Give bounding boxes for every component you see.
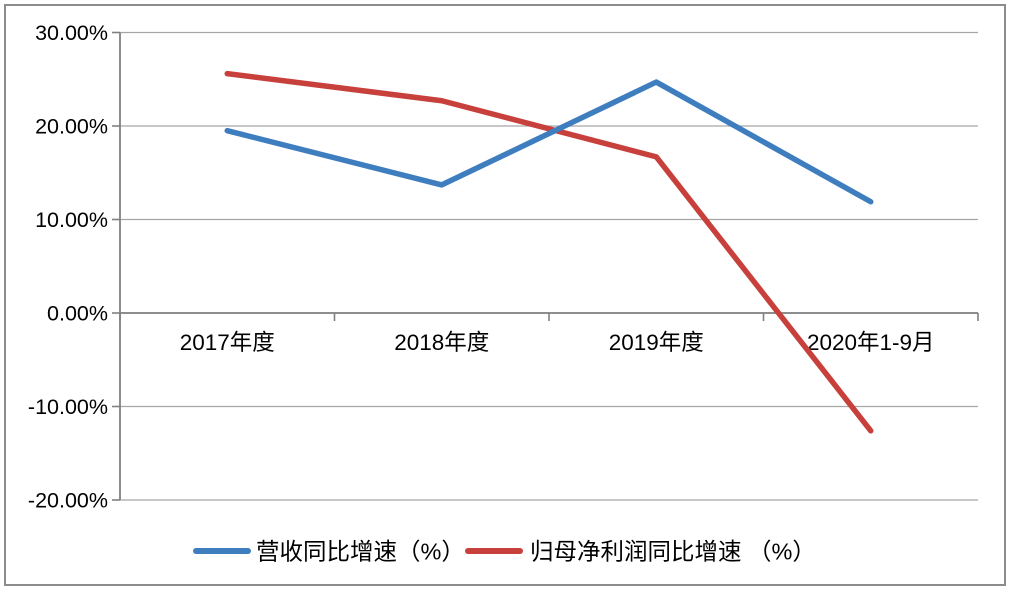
y-tick-label: 20.00%	[35, 115, 108, 139]
y-tick-label: 0.00%	[47, 302, 108, 326]
x-tick-label: 2018年度	[394, 330, 489, 355]
legend-label-revenue-yoy-growth: 营收同比增速（%）	[256, 539, 465, 565]
series-line-net-profit-yoy-growth	[224, 70, 874, 434]
legend-label-net-profit-yoy-growth: 归母净利润同比增速 （%）	[530, 539, 816, 565]
x-tick-label: 2017年度	[180, 330, 275, 355]
x-tick-label: 2019年度	[609, 330, 704, 355]
y-tick-label: 30.00%	[35, 21, 108, 45]
y-tick-label: -20.00%	[28, 489, 108, 513]
chart-border	[4, 4, 1006, 586]
x-tick-label: 2020年1-9月	[807, 330, 935, 355]
y-tick-label: -10.00%	[28, 395, 108, 419]
y-tick-label: 10.00%	[35, 208, 108, 232]
series-line-revenue-yoy-growth	[224, 79, 874, 205]
